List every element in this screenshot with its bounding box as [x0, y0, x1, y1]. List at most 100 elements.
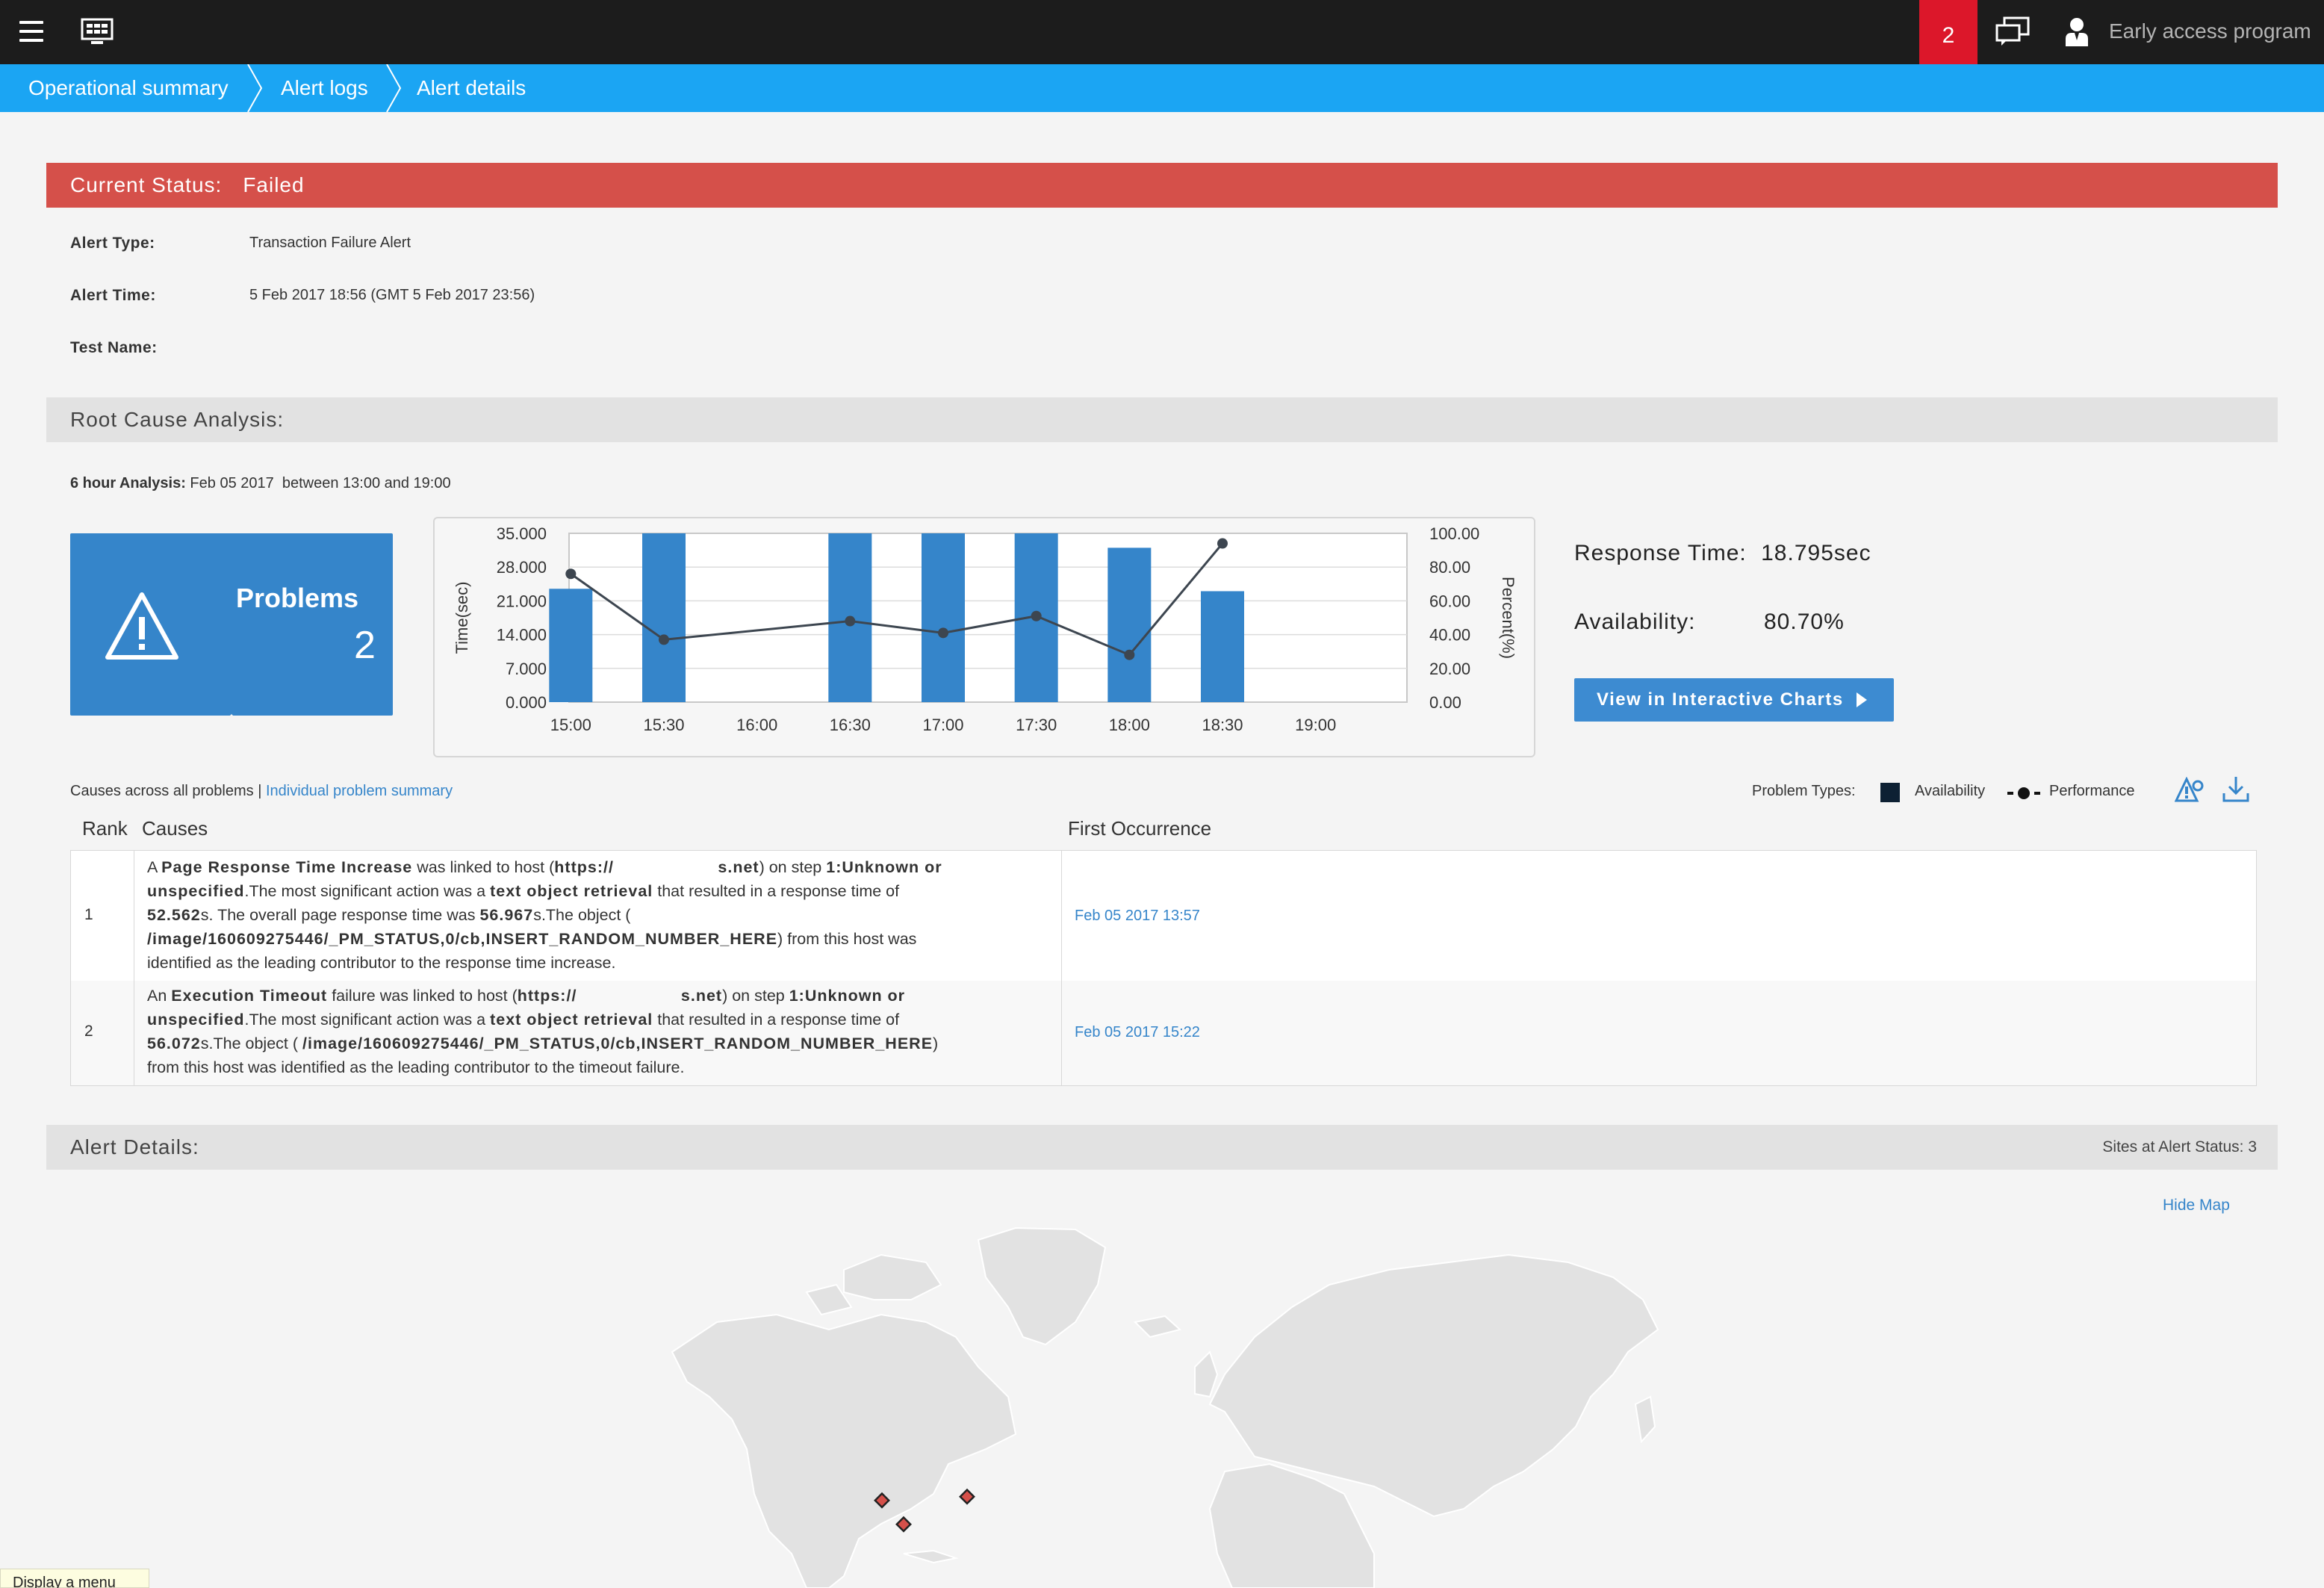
chart-container: 35.000 100.00 28.000 80.00 21.000 60.00 14.000… [433, 517, 1535, 757]
plot-area [568, 533, 1408, 703]
y-tick-label: 35.000 [497, 524, 547, 543]
availability-legend-swatch [1880, 783, 1900, 802]
analysis-period: 6 hour Analysis: Feb 05 2017 between 13:… [70, 475, 451, 492]
breadcrumb: Operational summary Alert logs Alert det… [0, 64, 2324, 112]
alert-site-marker [874, 1492, 890, 1509]
y-right-tick-label: 0.00 [1429, 693, 1461, 712]
y-axis-title: Time(sec) [453, 582, 471, 654]
x-tick-label: 17:00 [922, 716, 963, 734]
x-tick-label: 16:00 [736, 716, 777, 734]
breadcrumb-separator-icon [247, 64, 263, 112]
bar [1201, 591, 1244, 702]
analysis-label: 6 hour Analysis: [70, 475, 186, 491]
bar [1107, 548, 1152, 702]
view-interactive-charts-button[interactable]: View in Interactive Charts [1574, 678, 1894, 722]
status-value: Failed [243, 173, 305, 196]
x-tick-label: 18:00 [1109, 716, 1150, 734]
breadcrumb-operational-summary[interactable]: Operational summary [28, 76, 229, 99]
response-time-value: 18.795sec [1761, 541, 1871, 565]
alert-details-title: Alert Details: [70, 1135, 199, 1159]
line-point [845, 615, 856, 627]
x-tick-label: 19:00 [1295, 716, 1336, 734]
availability-label: Availability: [1574, 610, 1696, 634]
x-tick-label: 16:30 [830, 716, 871, 734]
x-tick-label: 18:30 [1202, 716, 1243, 734]
availability-value: 80.70% [1764, 610, 1845, 634]
line-point [1124, 649, 1135, 660]
problems-title: Problems [236, 583, 359, 613]
availability-legend-label: Availability [1915, 783, 1986, 799]
line-point [565, 568, 577, 580]
causes-summary: Causes across all problems | Individual … [70, 783, 453, 800]
top-bar: 2 Early access program [0, 0, 2324, 64]
alert-details-heading: Alert Details: Sites at Alert Status: 3 [46, 1125, 2278, 1170]
col-first-occurrence-header: First Occurrence [1068, 817, 1212, 840]
alert-site-marker [959, 1488, 975, 1505]
col-causes-header: Causes [142, 817, 208, 840]
y-right-tick-label: 100.00 [1429, 524, 1479, 543]
early-access-link[interactable]: Early access program [2109, 19, 2311, 43]
play-arrow-icon [1857, 692, 1867, 707]
y-right-tick-label: 20.00 [1429, 660, 1470, 678]
first-occurrence-link[interactable]: Feb 05 2017 13:57 [1075, 908, 1200, 924]
alert-time-value: 5 Feb 2017 18:56 (GMT 5 Feb 2017 23:56) [249, 287, 535, 303]
individual-problem-summary-link[interactable]: Individual problem summary [265, 783, 453, 799]
alert-type-value: Transaction Failure Alert [249, 235, 411, 251]
chat-icon[interactable] [1995, 16, 2030, 46]
first-occurrence-link[interactable]: Feb 05 2017 15:22 [1075, 1024, 1200, 1040]
causes-table: 1 A Page Response Time Increase was link… [70, 850, 2257, 1086]
response-time: Response Time: 18.795sec [1574, 541, 1871, 566]
cause-cell: An Execution Timeout failure was linked … [147, 987, 939, 1076]
x-tick-label: 17:30 [1016, 716, 1057, 734]
y-tick-label: 0.000 [506, 693, 547, 712]
alert-site-markers [874, 1488, 975, 1533]
alert-settings-icon[interactable] [2175, 777, 2205, 804]
y-tick-label: 7.000 [506, 660, 547, 678]
download-icon[interactable] [2221, 774, 2251, 804]
bar [549, 589, 593, 702]
y-right-tick-label: 60.00 [1429, 592, 1470, 610]
bar [922, 533, 965, 702]
line-point [1031, 610, 1042, 621]
sites-status: Sites at Alert Status: 3 [2102, 1138, 2257, 1156]
test-name-label: Test Name: [70, 339, 158, 356]
y-tick-label: 14.000 [497, 626, 547, 645]
problems-box[interactable]: Problems 2 [70, 533, 393, 733]
world-map[interactable] [657, 1225, 1673, 1588]
menu-icon[interactable] [19, 21, 43, 42]
root-cause-heading: Root Cause Analysis: [46, 397, 2278, 442]
breadcrumb-alert-details: Alert details [417, 76, 526, 99]
analysis-value: Feb 05 2017 between 13:00 and 19:00 [190, 475, 451, 491]
status-bar: Current Status: Failed [46, 163, 2278, 208]
col-rank-header: Rank [82, 817, 128, 840]
performance-legend-swatch [2007, 787, 2040, 799]
rank-cell: 2 [84, 1023, 93, 1040]
y-right-tick-label: 40.00 [1429, 626, 1470, 645]
breadcrumb-alert-logs[interactable]: Alert logs [281, 76, 368, 99]
problems-count: 2 [354, 624, 376, 667]
table-row: 2 An Execution Timeout failure was linke… [71, 981, 2256, 1085]
y-right-axis-title: Percent(%) [1499, 577, 1517, 659]
notification-badge[interactable]: 2 [1919, 0, 1977, 64]
y-tick-label: 21.000 [497, 592, 547, 610]
monitor-icon[interactable] [81, 18, 114, 45]
breadcrumb-separator-icon [386, 64, 402, 112]
line-point [1217, 538, 1228, 549]
performance-legend-label: Performance [2049, 783, 2135, 799]
warning-icon [105, 592, 178, 660]
cause-cell: A Page Response Time Increase was linked… [147, 858, 942, 972]
rank-cell: 1 [84, 906, 93, 923]
view-charts-label: View in Interactive Charts [1597, 689, 1844, 710]
y-right-tick-label: 80.00 [1429, 558, 1470, 577]
x-tick-label: 15:30 [643, 716, 684, 734]
bar [642, 533, 686, 702]
status-label: Current Status: [70, 173, 223, 196]
alert-type-label: Alert Type: [70, 235, 155, 252]
line-point [938, 627, 948, 639]
problems-notch [212, 714, 251, 733]
hide-map-link[interactable]: Hide Map [2163, 1197, 2230, 1214]
response-time-label: Response Time: [1574, 541, 1747, 565]
user-icon[interactable] [2064, 16, 2090, 46]
line-point [659, 634, 669, 645]
causes-summary-prefix: Causes across all problems | [70, 783, 262, 799]
